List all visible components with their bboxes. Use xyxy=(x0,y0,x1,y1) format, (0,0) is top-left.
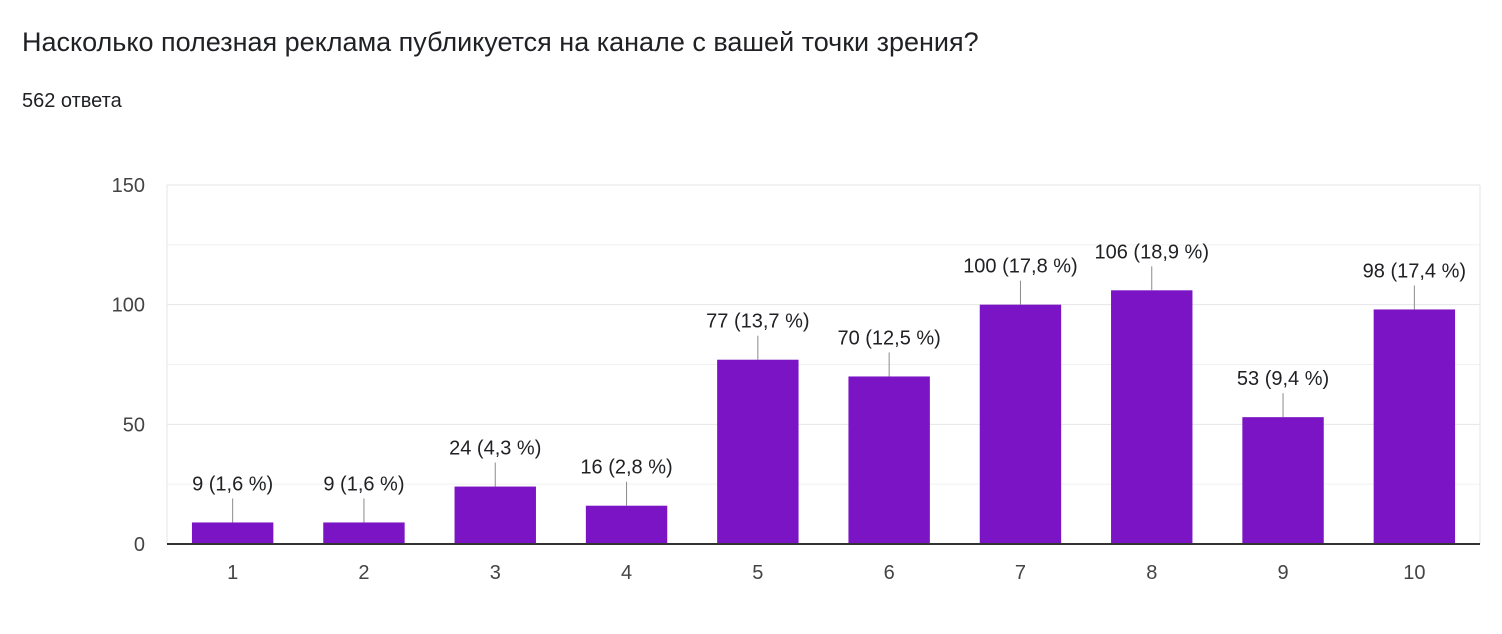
bar-5 xyxy=(717,359,799,544)
x-tick-label: 9 xyxy=(1277,562,1288,584)
data-label: 24 (4,3 %) xyxy=(449,438,541,460)
y-tick-label: 150 xyxy=(112,175,145,197)
x-tick-label: 5 xyxy=(752,562,763,584)
page-title: Насколько полезная реклама публикуется н… xyxy=(22,27,979,57)
data-label: 9 (1,6 %) xyxy=(192,473,273,495)
bar-10 xyxy=(1373,309,1456,544)
bar-9 xyxy=(1242,417,1324,544)
bar-6 xyxy=(848,376,930,544)
data-label: 98 (17,4 %) xyxy=(1363,260,1466,282)
data-label: 70 (12,5 %) xyxy=(837,327,940,349)
x-tick-label: 7 xyxy=(1015,562,1026,584)
data-label: 16 (2,8 %) xyxy=(580,457,672,479)
x-tick-label: 6 xyxy=(884,562,895,584)
bar-2 xyxy=(323,522,405,544)
chart-data-labels: 9 (1,6 %) 9 (1,6 %) 24 (4,3 %) 16 (2,8 %) 77… xyxy=(192,241,1466,523)
bar-7 xyxy=(979,304,1062,544)
data-label: 100 (17,8 %) xyxy=(963,256,1078,278)
bar-4 xyxy=(585,505,668,544)
x-tick-label: 8 xyxy=(1146,562,1157,584)
chart-bars xyxy=(191,290,1456,544)
x-tick-label: 4 xyxy=(621,562,632,584)
y-tick-label: 0 xyxy=(134,534,145,556)
bar-1 xyxy=(191,522,274,544)
bar-8 xyxy=(1111,290,1193,544)
data-label: 77 (13,7 %) xyxy=(706,311,809,333)
y-tick-label: 50 xyxy=(123,414,145,436)
data-label: 53 (9,4 %) xyxy=(1237,368,1329,390)
x-tick-label: 10 xyxy=(1403,562,1425,584)
response-count: 562 ответа xyxy=(22,90,122,112)
y-tick-label: 100 xyxy=(112,295,145,317)
data-label: 9 (1,6 %) xyxy=(323,473,404,495)
x-tick-label: 1 xyxy=(227,562,238,584)
chart-axes: 0 50 100 150 1 2 3 4 5 6 7 8 9 10 xyxy=(112,175,1480,584)
bar-3 xyxy=(454,486,536,544)
x-tick-label: 3 xyxy=(490,562,501,584)
data-label: 106 (18,9 %) xyxy=(1094,241,1209,263)
x-tick-label: 2 xyxy=(358,562,369,584)
